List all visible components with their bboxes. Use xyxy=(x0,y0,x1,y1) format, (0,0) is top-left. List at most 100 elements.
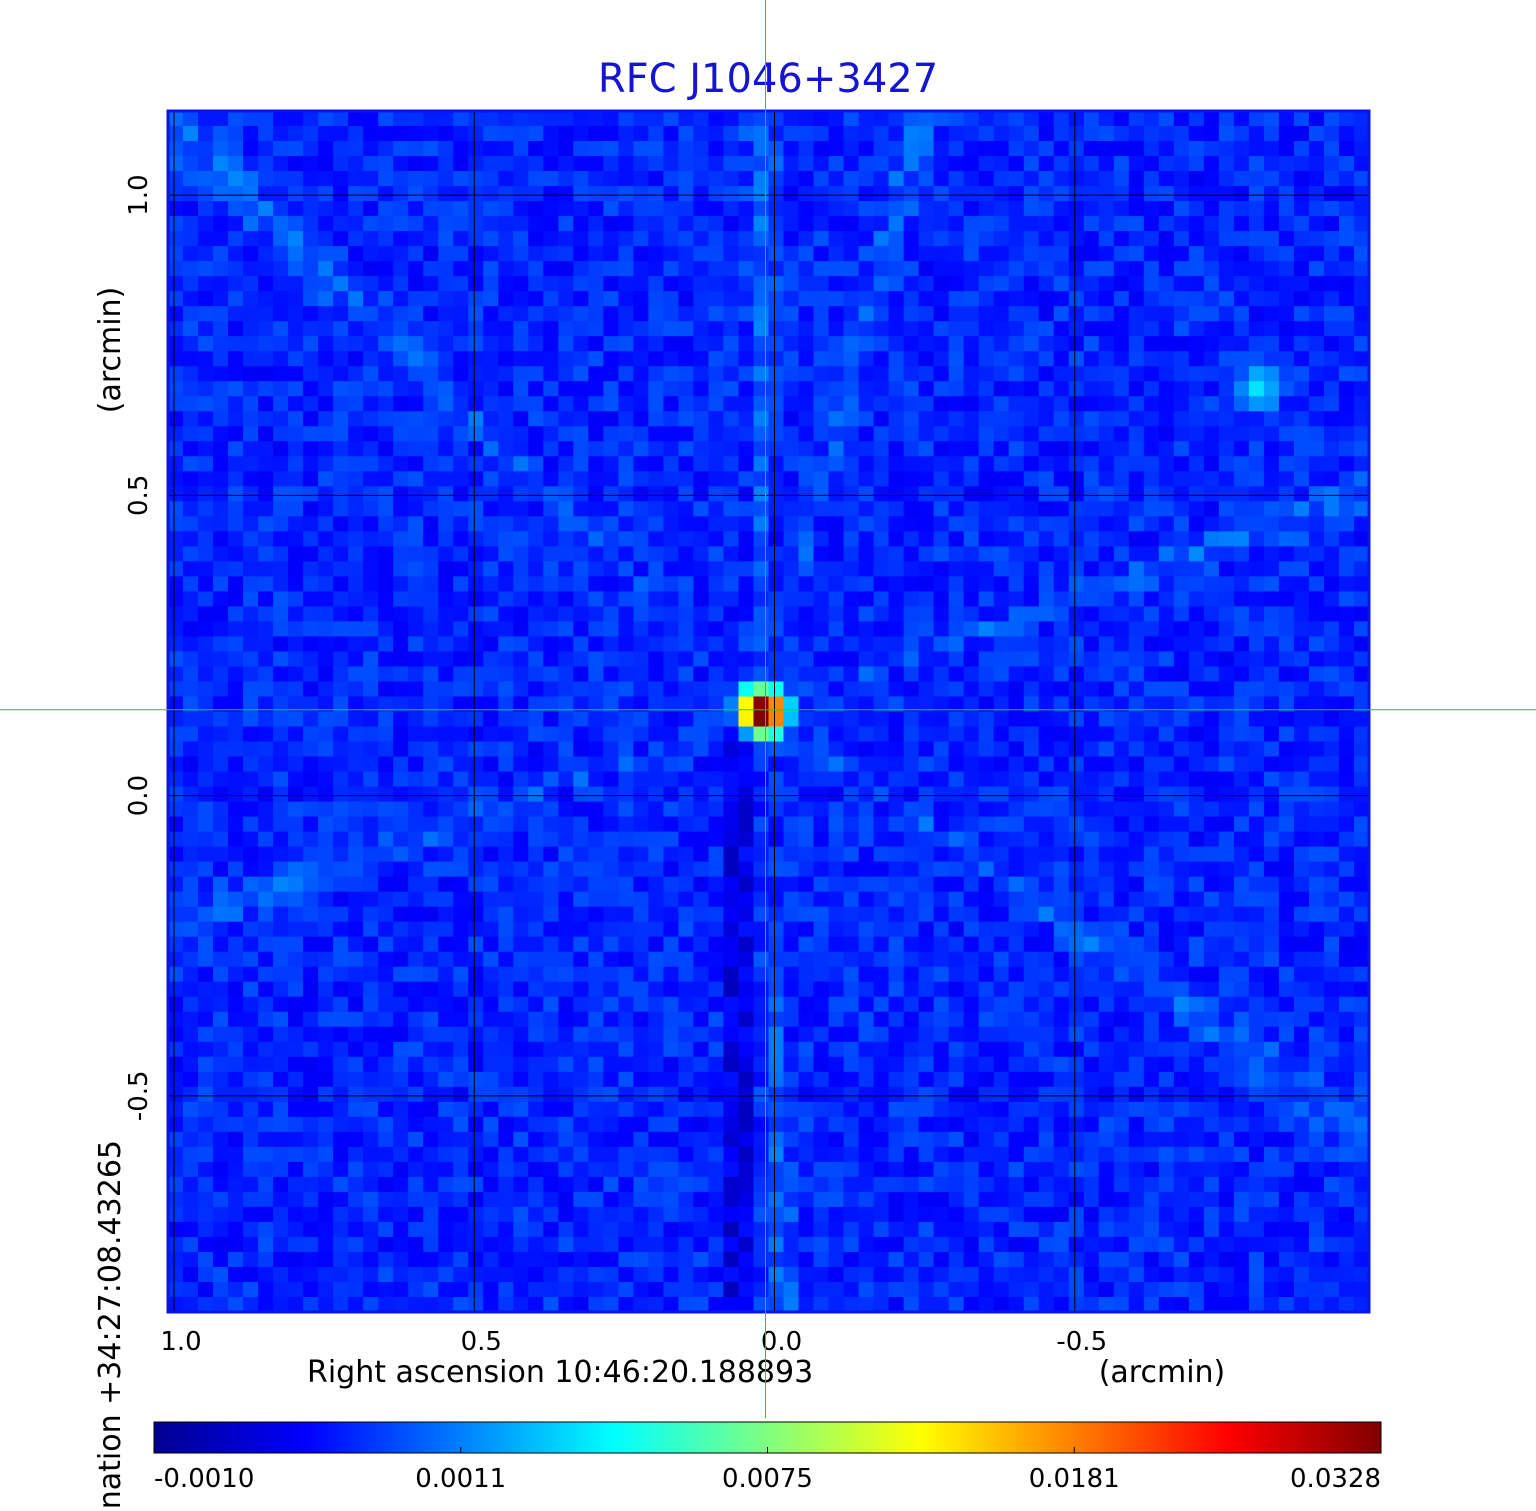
heatmap-cell xyxy=(678,261,695,277)
heatmap-cell xyxy=(1038,261,1055,277)
heatmap-cell xyxy=(288,516,304,532)
heatmap-cell xyxy=(243,1011,259,1028)
heatmap-cell xyxy=(408,801,424,818)
heatmap-cell xyxy=(753,1296,770,1312)
heatmap-cell xyxy=(993,441,1010,457)
heatmap-cell xyxy=(213,696,229,713)
heatmap-cell xyxy=(243,756,259,773)
heatmap-cell xyxy=(588,276,604,292)
heatmap-cell xyxy=(1023,711,1040,728)
heatmap-cell xyxy=(513,936,529,953)
heatmap-cell xyxy=(558,141,574,157)
heatmap-cell xyxy=(1068,906,1085,923)
heatmap-cell xyxy=(663,831,680,848)
heatmap-cell xyxy=(363,1176,379,1193)
heatmap-cell xyxy=(378,201,394,217)
heatmap-cell xyxy=(423,1296,439,1312)
heatmap-cell xyxy=(513,201,529,217)
heatmap-cell xyxy=(318,441,334,457)
heatmap-cell xyxy=(963,726,980,743)
heatmap-cell xyxy=(1098,426,1115,442)
heatmap-cell xyxy=(438,1086,454,1103)
heatmap-cell xyxy=(378,696,394,713)
heatmap-cell xyxy=(483,966,499,983)
heatmap-cell xyxy=(1053,366,1070,382)
heatmap-cell xyxy=(498,1251,514,1268)
heatmap-cell xyxy=(858,1101,875,1118)
heatmap-cell xyxy=(168,411,184,427)
heatmap-cell xyxy=(543,906,559,923)
heatmap-cell xyxy=(198,1026,214,1043)
heatmap-cell xyxy=(918,201,935,217)
heatmap-cell xyxy=(948,171,965,187)
heatmap-cell xyxy=(213,816,229,833)
heatmap-cell xyxy=(498,621,514,638)
heatmap-cell xyxy=(363,1041,379,1058)
heatmap-cell xyxy=(1053,696,1070,713)
heatmap-cell xyxy=(348,1266,364,1283)
heatmap-cell xyxy=(828,816,845,833)
heatmap-cell xyxy=(693,486,710,502)
heatmap-cell xyxy=(798,1101,815,1118)
heatmap-cell xyxy=(918,351,935,367)
heatmap-cell xyxy=(963,981,980,998)
heatmap-cell xyxy=(288,141,304,157)
heatmap-cell xyxy=(1068,516,1085,532)
heatmap-cell xyxy=(168,666,184,683)
heatmap-cell xyxy=(243,1176,259,1193)
heatmap-cell xyxy=(168,1161,184,1178)
heatmap-cell xyxy=(378,321,394,337)
heatmap-cell xyxy=(468,426,484,442)
heatmap-cell xyxy=(363,816,379,833)
heatmap-cell xyxy=(708,981,725,998)
heatmap-cell xyxy=(378,891,394,908)
heatmap-cell xyxy=(1008,381,1025,397)
heatmap-cell xyxy=(678,936,695,953)
heatmap-cell xyxy=(753,1206,770,1223)
heatmap-cell xyxy=(168,621,184,638)
heatmap-cell xyxy=(393,336,409,352)
heatmap-cell xyxy=(798,456,815,472)
heatmap-cell xyxy=(243,261,259,277)
heatmap-cell xyxy=(603,456,619,472)
heatmap-cell xyxy=(543,111,559,127)
heatmap-cell xyxy=(783,741,800,758)
heatmap-cell xyxy=(183,471,199,487)
heatmap-cell xyxy=(363,216,379,232)
heatmap-cell xyxy=(948,366,965,382)
heatmap-cell xyxy=(423,1221,439,1238)
heatmap-cell xyxy=(738,321,755,337)
heatmap-cell xyxy=(918,1281,935,1298)
heatmap-cell xyxy=(438,876,454,893)
heatmap-cell xyxy=(393,831,409,848)
heatmap-cell xyxy=(648,981,665,998)
heatmap-cell xyxy=(213,876,229,893)
heatmap-cell xyxy=(783,1251,800,1268)
heatmap-cell xyxy=(813,651,830,668)
heatmap-cell xyxy=(528,366,544,382)
heatmap-cell xyxy=(258,891,274,908)
heatmap-cell xyxy=(873,816,890,833)
heatmap-cell xyxy=(558,1161,574,1178)
heatmap-cell xyxy=(603,561,619,577)
heatmap-cell xyxy=(753,546,770,562)
heatmap-cell xyxy=(753,246,770,262)
heatmap-cell xyxy=(438,606,454,623)
heatmap-cell xyxy=(528,681,544,698)
heatmap-cell xyxy=(438,306,454,322)
heatmap-cell xyxy=(1038,366,1055,382)
heatmap-cell xyxy=(753,591,770,608)
heatmap-cell xyxy=(558,981,574,998)
heatmap-cell xyxy=(528,561,544,577)
heatmap-cell xyxy=(918,531,935,547)
heatmap-cell xyxy=(633,396,649,412)
heatmap-cell xyxy=(243,951,259,968)
heatmap-cell xyxy=(183,1011,199,1028)
heatmap-cell xyxy=(573,1131,589,1148)
heatmap-cell xyxy=(498,996,514,1013)
heatmap-cell xyxy=(783,201,800,217)
heatmap-cell xyxy=(603,531,619,547)
heatmap-cell xyxy=(363,801,379,818)
heatmap-cell xyxy=(633,336,649,352)
heatmap-cell xyxy=(663,1191,680,1208)
